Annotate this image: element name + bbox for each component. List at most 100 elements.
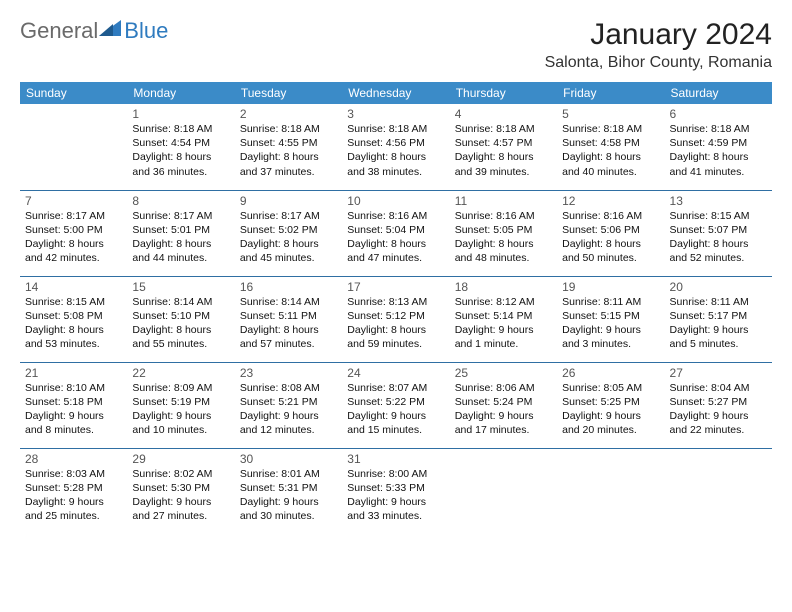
sunrise-text: Sunrise: 8:12 AM <box>455 295 552 309</box>
sunrise-text: Sunrise: 8:05 AM <box>562 381 659 395</box>
day-cell: 16Sunrise: 8:14 AMSunset: 5:11 PMDayligh… <box>235 276 342 362</box>
daylight-text-2: and 47 minutes. <box>347 251 444 265</box>
sunrise-text: Sunrise: 8:16 AM <box>347 209 444 223</box>
day-info: Sunrise: 8:01 AMSunset: 5:31 PMDaylight:… <box>240 467 337 524</box>
day-number: 3 <box>347 107 444 121</box>
daylight-text-2: and 41 minutes. <box>670 165 767 179</box>
daylight-text-1: Daylight: 8 hours <box>347 323 444 337</box>
day-cell: 19Sunrise: 8:11 AMSunset: 5:15 PMDayligh… <box>557 276 664 362</box>
day-number: 29 <box>132 452 229 466</box>
day-info: Sunrise: 8:18 AMSunset: 4:57 PMDaylight:… <box>455 122 552 179</box>
sunset-text: Sunset: 5:24 PM <box>455 395 552 409</box>
daylight-text-2: and 59 minutes. <box>347 337 444 351</box>
sunrise-text: Sunrise: 8:04 AM <box>670 381 767 395</box>
daylight-text-2: and 40 minutes. <box>562 165 659 179</box>
sunrise-text: Sunrise: 8:10 AM <box>25 381 122 395</box>
day-number: 20 <box>670 280 767 294</box>
day-info: Sunrise: 8:05 AMSunset: 5:25 PMDaylight:… <box>562 381 659 438</box>
day-info: Sunrise: 8:15 AMSunset: 5:08 PMDaylight:… <box>25 295 122 352</box>
day-cell: 3Sunrise: 8:18 AMSunset: 4:56 PMDaylight… <box>342 104 449 190</box>
daylight-text-1: Daylight: 8 hours <box>347 150 444 164</box>
day-cell: 20Sunrise: 8:11 AMSunset: 5:17 PMDayligh… <box>665 276 772 362</box>
daylight-text-2: and 27 minutes. <box>132 509 229 523</box>
day-info: Sunrise: 8:18 AMSunset: 4:59 PMDaylight:… <box>670 122 767 179</box>
daylight-text-1: Daylight: 8 hours <box>25 237 122 251</box>
sunset-text: Sunset: 5:30 PM <box>132 481 229 495</box>
empty-cell <box>665 448 772 534</box>
sunset-text: Sunset: 5:02 PM <box>240 223 337 237</box>
daylight-text-2: and 57 minutes. <box>240 337 337 351</box>
daylight-text-2: and 48 minutes. <box>455 251 552 265</box>
sunset-text: Sunset: 5:21 PM <box>240 395 337 409</box>
daylight-text-2: and 36 minutes. <box>132 165 229 179</box>
day-info: Sunrise: 8:17 AMSunset: 5:02 PMDaylight:… <box>240 209 337 266</box>
sunset-text: Sunset: 5:01 PM <box>132 223 229 237</box>
sunrise-text: Sunrise: 8:17 AM <box>132 209 229 223</box>
sunrise-text: Sunrise: 8:16 AM <box>455 209 552 223</box>
day-number: 27 <box>670 366 767 380</box>
daylight-text-1: Daylight: 9 hours <box>562 323 659 337</box>
sunrise-text: Sunrise: 8:17 AM <box>240 209 337 223</box>
sunset-text: Sunset: 5:33 PM <box>347 481 444 495</box>
day-number: 4 <box>455 107 552 121</box>
day-cell: 15Sunrise: 8:14 AMSunset: 5:10 PMDayligh… <box>127 276 234 362</box>
sunrise-text: Sunrise: 8:08 AM <box>240 381 337 395</box>
daylight-text-1: Daylight: 8 hours <box>25 323 122 337</box>
daylight-text-2: and 5 minutes. <box>670 337 767 351</box>
day-info: Sunrise: 8:09 AMSunset: 5:19 PMDaylight:… <box>132 381 229 438</box>
daylight-text-1: Daylight: 9 hours <box>347 495 444 509</box>
day-info: Sunrise: 8:12 AMSunset: 5:14 PMDaylight:… <box>455 295 552 352</box>
day-cell: 21Sunrise: 8:10 AMSunset: 5:18 PMDayligh… <box>20 362 127 448</box>
sunset-text: Sunset: 4:55 PM <box>240 136 337 150</box>
day-number: 17 <box>347 280 444 294</box>
week-row: 28Sunrise: 8:03 AMSunset: 5:28 PMDayligh… <box>20 448 772 534</box>
daylight-text-1: Daylight: 8 hours <box>132 150 229 164</box>
day-info: Sunrise: 8:14 AMSunset: 5:10 PMDaylight:… <box>132 295 229 352</box>
daylight-text-2: and 38 minutes. <box>347 165 444 179</box>
day-cell: 7Sunrise: 8:17 AMSunset: 5:00 PMDaylight… <box>20 190 127 276</box>
empty-cell <box>450 448 557 534</box>
day-cell: 6Sunrise: 8:18 AMSunset: 4:59 PMDaylight… <box>665 104 772 190</box>
daylight-text-2: and 3 minutes. <box>562 337 659 351</box>
day-number: 10 <box>347 194 444 208</box>
daylight-text-2: and 55 minutes. <box>132 337 229 351</box>
calendar-page: General Blue January 2024 Salonta, Bihor… <box>0 0 792 552</box>
day-cell: 8Sunrise: 8:17 AMSunset: 5:01 PMDaylight… <box>127 190 234 276</box>
day-cell: 18Sunrise: 8:12 AMSunset: 5:14 PMDayligh… <box>450 276 557 362</box>
sunrise-text: Sunrise: 8:14 AM <box>240 295 337 309</box>
daylight-text-2: and 15 minutes. <box>347 423 444 437</box>
sunset-text: Sunset: 4:57 PM <box>455 136 552 150</box>
day-cell: 12Sunrise: 8:16 AMSunset: 5:06 PMDayligh… <box>557 190 664 276</box>
sunset-text: Sunset: 4:54 PM <box>132 136 229 150</box>
day-cell: 31Sunrise: 8:00 AMSunset: 5:33 PMDayligh… <box>342 448 449 534</box>
weekday-header: Friday <box>557 82 664 104</box>
day-info: Sunrise: 8:15 AMSunset: 5:07 PMDaylight:… <box>670 209 767 266</box>
sunset-text: Sunset: 5:31 PM <box>240 481 337 495</box>
day-number: 23 <box>240 366 337 380</box>
week-row: 1Sunrise: 8:18 AMSunset: 4:54 PMDaylight… <box>20 104 772 190</box>
day-cell: 17Sunrise: 8:13 AMSunset: 5:12 PMDayligh… <box>342 276 449 362</box>
daylight-text-1: Daylight: 9 hours <box>25 495 122 509</box>
sunset-text: Sunset: 5:28 PM <box>25 481 122 495</box>
day-info: Sunrise: 8:13 AMSunset: 5:12 PMDaylight:… <box>347 295 444 352</box>
day-number: 26 <box>562 366 659 380</box>
day-info: Sunrise: 8:02 AMSunset: 5:30 PMDaylight:… <box>132 467 229 524</box>
daylight-text-2: and 17 minutes. <box>455 423 552 437</box>
day-info: Sunrise: 8:11 AMSunset: 5:15 PMDaylight:… <box>562 295 659 352</box>
day-number: 9 <box>240 194 337 208</box>
sunset-text: Sunset: 5:14 PM <box>455 309 552 323</box>
day-cell: 24Sunrise: 8:07 AMSunset: 5:22 PMDayligh… <box>342 362 449 448</box>
sunset-text: Sunset: 5:10 PM <box>132 309 229 323</box>
day-cell: 27Sunrise: 8:04 AMSunset: 5:27 PMDayligh… <box>665 362 772 448</box>
day-info: Sunrise: 8:16 AMSunset: 5:04 PMDaylight:… <box>347 209 444 266</box>
day-number: 6 <box>670 107 767 121</box>
sunset-text: Sunset: 5:00 PM <box>25 223 122 237</box>
day-cell: 26Sunrise: 8:05 AMSunset: 5:25 PMDayligh… <box>557 362 664 448</box>
day-number: 30 <box>240 452 337 466</box>
sunrise-text: Sunrise: 8:15 AM <box>25 295 122 309</box>
day-number: 14 <box>25 280 122 294</box>
day-number: 13 <box>670 194 767 208</box>
day-info: Sunrise: 8:18 AMSunset: 4:56 PMDaylight:… <box>347 122 444 179</box>
sunset-text: Sunset: 5:17 PM <box>670 309 767 323</box>
day-info: Sunrise: 8:08 AMSunset: 5:21 PMDaylight:… <box>240 381 337 438</box>
